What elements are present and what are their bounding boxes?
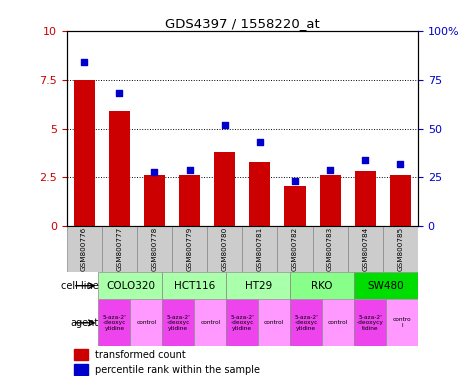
Bar [242,226,277,272]
Text: GSM800785: GSM800785 [398,227,403,271]
Bar [214,152,235,226]
Bar [313,226,348,272]
Text: GSM800778: GSM800778 [152,227,157,271]
Point [326,167,334,173]
Bar [390,175,411,226]
Bar [207,226,242,272]
Bar [277,226,313,272]
Bar [285,186,305,226]
Bar [98,272,162,300]
Bar [290,272,354,300]
Text: SW480: SW480 [368,281,404,291]
Text: transformed count: transformed count [95,350,185,360]
Bar [172,226,207,272]
Text: control: control [264,320,285,325]
Text: GSM800783: GSM800783 [327,227,333,271]
Text: cell line: cell line [61,281,98,291]
Bar [258,300,290,346]
Bar [226,272,290,300]
Point [256,139,264,145]
Text: HT29: HT29 [245,281,272,291]
Bar [355,170,376,226]
Bar [179,175,200,226]
Bar [290,300,322,346]
Bar [74,349,87,360]
Text: agent: agent [70,318,98,328]
Text: percentile rank within the sample: percentile rank within the sample [95,365,260,375]
Bar [109,111,130,226]
Text: GSM800776: GSM800776 [81,227,87,271]
Text: control: control [136,320,156,325]
Point [361,157,369,163]
Bar [348,226,383,272]
Text: control: control [200,320,220,325]
Bar [98,300,131,346]
Bar [320,175,341,226]
Point [291,178,299,184]
Bar [354,272,418,300]
Text: GSM800779: GSM800779 [187,227,192,271]
Title: GDS4397 / 1558220_at: GDS4397 / 1558220_at [165,17,320,30]
Bar [354,300,386,346]
Bar [144,174,165,226]
Text: 5-aza-2'
-deoxyc
ytidine: 5-aza-2' -deoxyc ytidine [103,314,126,331]
Bar [249,162,270,226]
Text: COLO320: COLO320 [106,281,155,291]
Text: GSM800782: GSM800782 [292,227,298,271]
Text: GSM800777: GSM800777 [116,227,122,271]
Bar [322,300,354,346]
Text: contro
l: contro l [393,318,411,328]
Bar [102,226,137,272]
Text: RKO: RKO [312,281,333,291]
Bar [162,300,194,346]
Point [397,161,404,167]
Text: 5-aza-2'
-deoxyc
ytidine: 5-aza-2' -deoxyc ytidine [294,314,318,331]
Bar [162,272,226,300]
Bar [386,300,418,346]
Bar [131,300,162,346]
Point [186,167,193,173]
Bar [226,300,258,346]
Text: 5-aza-2'
-deoxyc
ytidine: 5-aza-2' -deoxyc ytidine [230,314,254,331]
Bar [74,364,87,375]
Bar [194,300,226,346]
Point [221,122,228,128]
Point [151,169,158,175]
Text: control: control [328,320,348,325]
Text: 5-aza-2'
-deoxycy
tidine: 5-aza-2' -deoxycy tidine [357,314,383,331]
Bar [383,226,418,272]
Point [115,90,123,96]
Bar [66,226,102,272]
Bar [137,226,172,272]
Text: GSM800780: GSM800780 [222,227,228,271]
Point [80,59,88,65]
Bar [74,79,95,226]
Text: HCT116: HCT116 [174,281,215,291]
Text: GSM800781: GSM800781 [257,227,263,271]
Text: 5-aza-2'
-deoxyc
ytidine: 5-aza-2' -deoxyc ytidine [166,314,190,331]
Text: GSM800784: GSM800784 [362,227,368,271]
